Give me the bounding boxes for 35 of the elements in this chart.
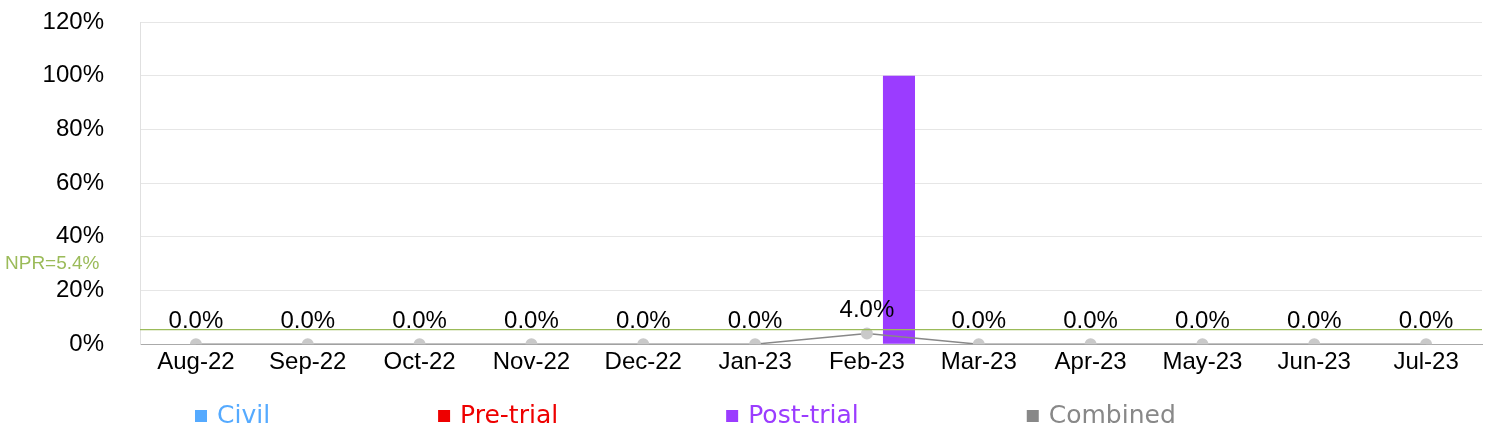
x-tick-label: Mar-23 <box>940 347 1017 375</box>
data-label: 0.0% <box>1398 305 1454 333</box>
x-tick-label: Jan-23 <box>718 347 792 375</box>
x-tick-label: Sep-22 <box>269 347 347 375</box>
x-tick-label: Nov-22 <box>492 347 571 375</box>
data-label: 0.0% <box>1286 305 1342 333</box>
x-tick-label: Dec-22 <box>604 347 682 375</box>
legend-label: Combined <box>1048 399 1176 429</box>
y-tick-label: 40% <box>55 221 104 249</box>
y-tick-label: 100% <box>42 60 104 88</box>
x-tick-label: Feb-23 <box>828 347 905 375</box>
data-label: 0.0% <box>280 305 336 333</box>
data-label: 0.0% <box>1175 305 1230 333</box>
x-tick-label: May-23 <box>1162 347 1243 375</box>
data-label: 0.0% <box>615 305 671 333</box>
x-tick-label: Jul-23 <box>1393 347 1459 375</box>
legend-label: Pre-trial <box>460 399 559 429</box>
data-label: 0.0% <box>727 305 783 333</box>
y-tick-label: 20% <box>55 275 104 303</box>
y-tick-label: 80% <box>55 114 104 142</box>
x-tick-label: Oct-22 <box>383 347 456 375</box>
legend-label: Post-trial <box>748 399 859 429</box>
y-tick-label: 0% <box>69 328 104 356</box>
data-label: 0.0% <box>1063 305 1118 333</box>
x-tick-label: Apr-23 <box>1054 347 1127 375</box>
x-tick-label: Aug-22 <box>157 347 235 375</box>
data-label: 0.0% <box>392 305 447 333</box>
data-label: 0.0% <box>951 305 1007 333</box>
legend-label: Civil <box>217 399 271 429</box>
y-tick-label: 120% <box>42 6 104 34</box>
x-tick-label: Jun-23 <box>1277 347 1351 375</box>
ref-line-label: NPR=5.4% <box>5 251 100 273</box>
data-label: 0.0% <box>504 305 559 333</box>
y-tick-label: 60% <box>55 167 104 195</box>
data-label: 0.0% <box>168 305 224 333</box>
